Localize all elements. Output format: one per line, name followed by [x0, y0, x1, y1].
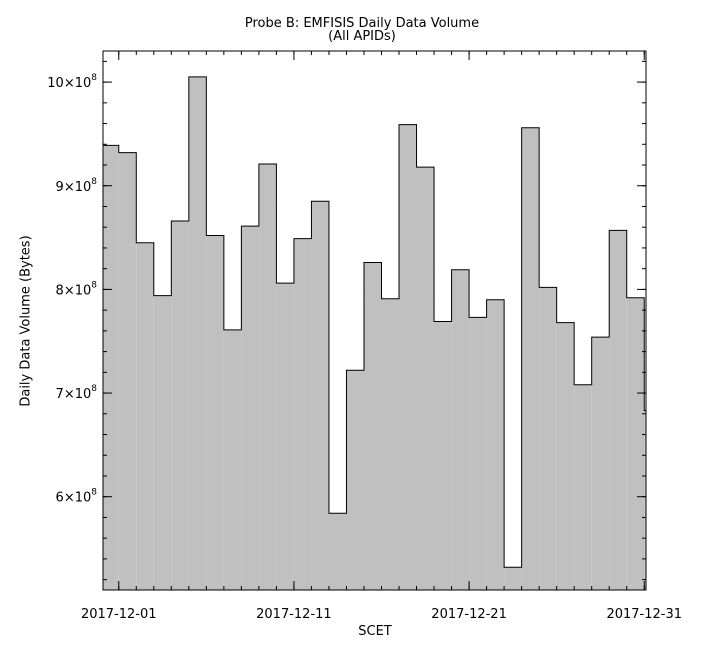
- x-tick-label: 2017-12-01: [81, 607, 157, 622]
- bar: [451, 269, 470, 590]
- bar: [556, 322, 575, 590]
- bar: [609, 230, 627, 590]
- bar: [381, 298, 400, 590]
- bar: [311, 201, 329, 590]
- bar: [644, 410, 646, 590]
- bar: [328, 513, 347, 590]
- bar: [399, 124, 417, 590]
- bar: [363, 262, 382, 590]
- y-tick-label: 10×108: [47, 73, 97, 91]
- y-tick-label: 6×108: [56, 488, 98, 506]
- bar: [416, 167, 435, 591]
- chart-title: Probe B: EMFISIS Daily Data Volume: [244, 16, 480, 31]
- bar: [504, 567, 522, 590]
- bar: [188, 76, 207, 591]
- series-line: [103, 76, 646, 568]
- y-tick-label: 7×108: [56, 384, 98, 402]
- x-tick-label: 2017-12-31: [606, 607, 682, 622]
- bar: [486, 299, 505, 590]
- bar: [241, 226, 259, 591]
- bar: [469, 317, 487, 590]
- bar: [103, 145, 119, 590]
- bar: [293, 238, 312, 590]
- plot-frame: [102, 50, 647, 591]
- x-tick-label: 2017-12-21: [431, 607, 507, 622]
- y-tick-label: 9×108: [56, 177, 98, 195]
- bar: [521, 127, 540, 590]
- bar: [153, 295, 172, 590]
- bar: [276, 283, 294, 590]
- bar: [434, 321, 452, 590]
- bar: [136, 242, 154, 590]
- bar: [574, 384, 592, 590]
- bar: [346, 370, 364, 590]
- bar: [258, 163, 277, 590]
- bar: [539, 287, 557, 590]
- bar: [171, 220, 189, 590]
- chart-subtitle: (All APIDs): [328, 29, 396, 44]
- x-axis-label: SCET: [358, 624, 392, 639]
- bar: [223, 329, 242, 590]
- bar: [206, 235, 224, 590]
- bar: [626, 297, 645, 590]
- bar: [118, 152, 137, 591]
- y-tick-label: 8×108: [56, 280, 98, 298]
- bar: [591, 337, 610, 590]
- x-tick-label: 2017-12-11: [256, 607, 332, 622]
